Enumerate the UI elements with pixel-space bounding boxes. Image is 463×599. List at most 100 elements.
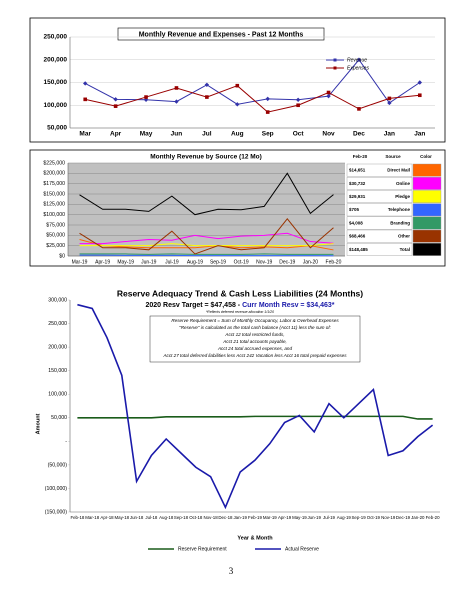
legend-label: Other [398,234,410,239]
table-value: $4,008 [349,220,363,225]
y-tick-label: - [65,439,67,445]
x-tick-label: Feb-19 [248,515,262,520]
x-tick-label: Nov-18 [204,515,219,520]
y-tick-label: 100,000 [44,102,68,109]
annotation-line: Acct 27 total deferred liabilities less … [162,353,347,358]
x-tick-label: Mar-18 [85,515,99,520]
x-tick-label: Jan [384,131,395,138]
x-tick-label: Aug [231,131,244,138]
annotation-line: Reserve Requirement = Sum of Monthly Occ… [171,318,339,323]
legend-swatch [412,242,442,256]
table-cell [346,229,413,243]
x-tick-label: Jul-18 [145,515,158,520]
y-tick-label: (50,000) [48,462,68,468]
x-tick-label: Jul [202,131,212,138]
x-tick-label: Nov-19 [381,515,396,520]
y-tick-label: $175,000 [43,181,65,187]
series-line [85,85,420,113]
point-marker [357,107,361,111]
table-header: Source [385,154,401,159]
table-value: $29,931 [349,194,366,199]
series-line [79,243,334,247]
legend-swatch [412,203,442,217]
point-marker [417,80,422,85]
table-value: $30,732 [349,181,366,186]
x-tick-label: May-19 [292,515,307,520]
point-marker [326,90,331,95]
point-marker [113,104,118,108]
x-tick-label: Jul-19 [323,515,336,520]
y-tick-label: 150,000 [48,368,67,374]
x-tick-label: Mar-19 [72,259,88,265]
annotation-line: Acct 24 total accrued expenses, and [217,346,293,351]
x-tick-label: Oct-19 [367,515,381,520]
y-tick-label: 250,000 [48,321,67,327]
y-tick-label: $75,000 [46,222,65,228]
legend-label: Direct Mail [387,168,410,173]
x-tick-label: Apr [110,131,122,138]
point-marker [83,97,88,102]
y-tick-label: 200,000 [44,56,68,63]
legend-label: Revenue [347,57,367,63]
legend-swatch [412,190,442,203]
chart-title: Monthly Revenue by Source (12 Mo) [150,154,262,161]
chart-title: Reserve Adequacy Trend & Cash Less Liabi… [117,288,363,298]
series-line [79,238,334,251]
annotation-line: Acct 21 total accounts payable, [222,339,287,344]
x-tick-label: Oct-19 [234,259,249,265]
point-marker [235,102,240,107]
x-tick-label: Mar-19 [263,515,277,520]
x-tick-label: Sep-19 [210,259,226,265]
x-tick-label: Jun-18 [130,515,144,520]
legend-label: Pledge [395,194,410,199]
y-tick-label: (150,000) [45,509,67,515]
x-axis-label: Year & Month [237,535,273,541]
y-tick-label: 50,000 [51,415,67,421]
x-tick-label: Dec-19 [279,259,295,265]
legend-label: Total [400,247,410,252]
annotation-line: Acct 12 total restricted funds, [224,332,284,337]
point-marker [265,96,270,102]
point-marker [174,99,179,104]
table-cell [346,203,413,217]
chart-note: *Reflects deferred revenue allocation 1/… [206,310,274,314]
x-tick-label: Apr-18 [100,515,114,520]
point-marker [387,100,392,106]
legend-label: Online [396,181,410,186]
point-marker [417,93,422,98]
x-tick-label: Apr-19 [95,259,110,265]
chart-title: Monthly Revenue and Expenses - Past 12 M… [139,31,304,38]
table-header: Feb-20 [353,154,368,159]
page-number: 3 [229,566,234,576]
table-cell [346,163,413,177]
point-marker [204,82,210,87]
y-tick-label: 100,000 [48,392,67,398]
y-tick-label: 300,000 [48,297,67,303]
x-tick-label: May-19 [117,259,134,265]
x-tick-label: Aug-19 [187,259,203,265]
table-value: $14,651 [349,168,366,173]
series-line [77,303,434,510]
x-tick-label: Dec-19 [396,515,411,520]
chart-subtitle: 2020 Resv Target = $47,458 - Curr Month … [146,302,335,309]
point-marker [356,57,362,62]
table-value: $705 [349,207,360,212]
y-axis-label: Amount [35,413,41,434]
point-marker [295,97,301,102]
x-tick-label: Feb-20 [426,515,440,520]
series-line [79,232,334,245]
table-value: $68,466 [349,234,366,239]
x-tick-label: Jun-19 [307,515,321,520]
series-line [79,254,334,257]
legend-marker [333,58,337,62]
point-marker [83,81,88,86]
y-tick-label: 50,000 [47,125,67,132]
legend-marker [333,66,337,70]
legend-swatch [412,229,442,243]
table-header: Color [420,154,432,159]
series-line [84,58,421,105]
subtitle-part: 2020 Resv Target = $47,458 - [146,302,241,309]
x-tick-label: Oct-18 [189,515,203,520]
y-tick-label: 250,000 [44,34,68,41]
